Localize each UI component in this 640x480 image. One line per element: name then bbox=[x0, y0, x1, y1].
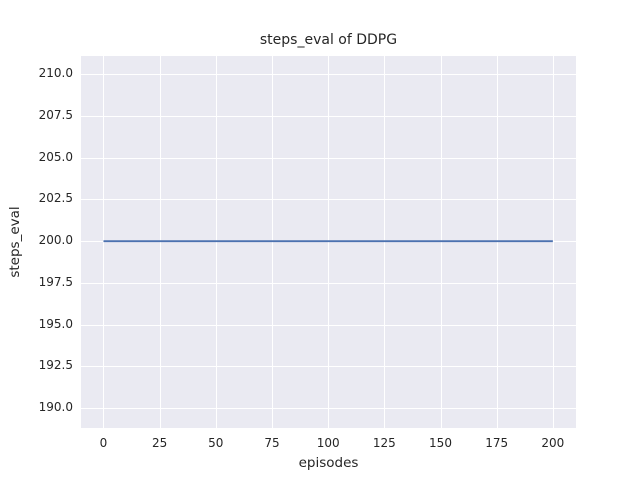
plot-area bbox=[81, 56, 576, 428]
x-tick-label: 150 bbox=[429, 436, 452, 450]
y-gridline bbox=[81, 199, 576, 201]
x-axis-label: episodes bbox=[298, 455, 359, 471]
y-tick-label: 207.5 bbox=[38, 108, 73, 123]
y-tick-label: 197.5 bbox=[38, 274, 73, 289]
x-tick-label: 100 bbox=[316, 436, 340, 450]
y-gridline bbox=[81, 116, 576, 118]
chart-title: steps_eval of DDPG bbox=[259, 32, 398, 48]
x-tick-label: 50 bbox=[208, 436, 224, 450]
y-gridline bbox=[81, 282, 576, 284]
x-tick-label: 175 bbox=[485, 436, 509, 450]
x-tick-label: 200 bbox=[541, 436, 565, 450]
y-gridline bbox=[81, 324, 576, 326]
y-gridline bbox=[81, 241, 576, 243]
y-tick-label: 190.0 bbox=[38, 399, 73, 414]
y-gridline bbox=[81, 366, 576, 368]
y-tick-label: 192.5 bbox=[38, 358, 73, 373]
y-tick-label: 200.0 bbox=[38, 233, 73, 248]
x-tick-label: 75 bbox=[264, 436, 280, 450]
y-tick-label: 205.0 bbox=[38, 149, 73, 164]
y-gridline bbox=[81, 157, 576, 159]
x-tick-label: 125 bbox=[372, 436, 396, 450]
y-gridline bbox=[81, 407, 576, 409]
x-tick-label: 0 bbox=[99, 436, 108, 450]
y-tick-label: 202.5 bbox=[38, 191, 73, 206]
y-tick-label: 210.0 bbox=[38, 66, 73, 81]
y-tick-label: 195.0 bbox=[38, 316, 73, 331]
y-gridline bbox=[81, 74, 576, 76]
x-tick-label: 25 bbox=[152, 436, 168, 450]
